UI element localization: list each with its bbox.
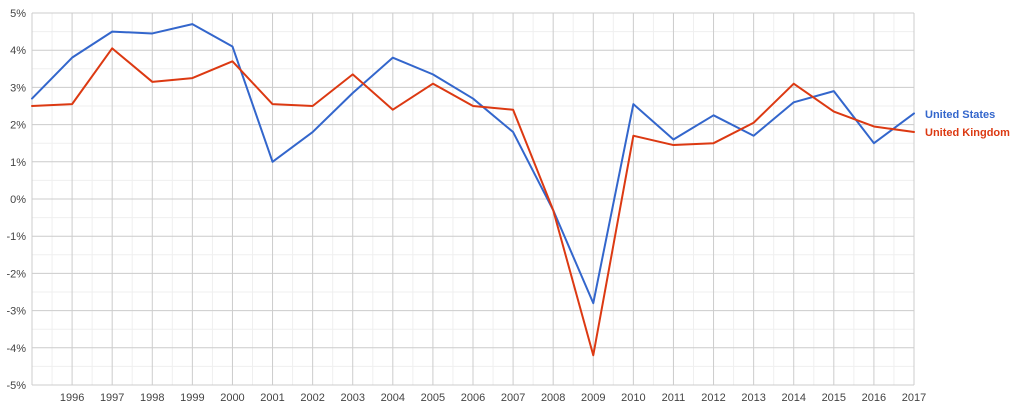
x-tick-label: 2015 <box>822 392 846 404</box>
legend-label-united-states: United States <box>925 109 995 121</box>
x-tick-label: 2003 <box>340 392 364 404</box>
x-tick-label: 2007 <box>501 392 525 404</box>
x-tick-label: 2002 <box>300 392 324 404</box>
y-tick-label: -2% <box>6 268 26 280</box>
y-tick-label: 3% <box>10 82 26 94</box>
x-tick-label: 1997 <box>100 392 124 404</box>
axes: 5% 4% 3% 2% 1% 0% -1% -2% -3% -4% -5% 1996 1997 1998 1… <box>6 8 926 404</box>
grid <box>31 12 915 386</box>
x-tick-label: 1996 <box>60 392 84 404</box>
x-tick-label: 2005 <box>421 392 445 404</box>
y-tick-label: -1% <box>6 231 26 243</box>
x-tick-label: 2012 <box>701 392 725 404</box>
x-tick-label: 2004 <box>381 392 405 404</box>
x-tick-label: 2001 <box>260 392 284 404</box>
legend: United States United Kingdom <box>925 109 1010 139</box>
x-tick-label: 2009 <box>581 392 605 404</box>
y-tick-label: 1% <box>10 157 26 169</box>
y-tick-label: 4% <box>10 45 26 57</box>
series-line-united-kingdom <box>31 47 915 357</box>
x-tick-label: 2013 <box>741 392 765 404</box>
y-tick-label: -5% <box>6 380 26 392</box>
x-tick-label: 2014 <box>781 392 805 404</box>
x-tick-label: 2006 <box>461 392 485 404</box>
x-tick-label: 1998 <box>140 392 164 404</box>
x-tick-label: 2017 <box>902 392 926 404</box>
y-tick-label: -4% <box>6 343 26 355</box>
legend-label-united-kingdom: United Kingdom <box>925 127 1010 139</box>
x-tick-label: 2011 <box>662 392 686 404</box>
y-tick-label: -3% <box>6 306 26 318</box>
x-tick-label: 2010 <box>621 392 645 404</box>
x-tick-label: 1999 <box>180 392 204 404</box>
y-tick-label: 0% <box>10 194 26 206</box>
series-line-united-states <box>31 23 915 305</box>
y-tick-label: 5% <box>10 8 26 20</box>
x-tick-label: 2016 <box>862 392 886 404</box>
x-tick-label: 2008 <box>541 392 565 404</box>
y-tick-label: 2% <box>10 120 26 132</box>
series-lines <box>31 23 915 357</box>
x-tick-label: 2000 <box>220 392 244 404</box>
